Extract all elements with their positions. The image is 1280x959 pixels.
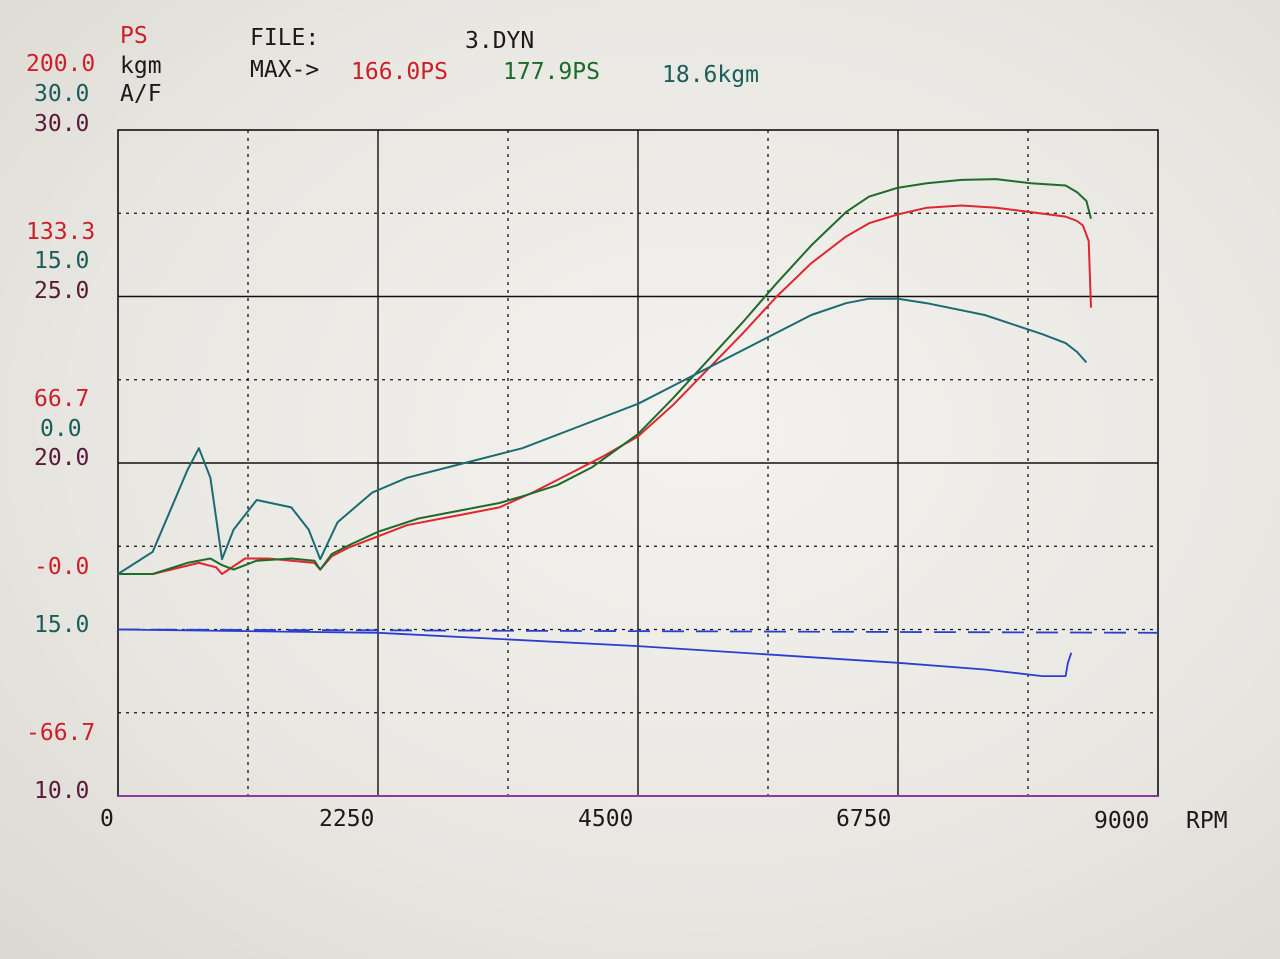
series-line-af bbox=[117, 628, 1073, 677]
file-name: 3.DYN bbox=[465, 28, 535, 54]
af-tick-30: 30.0 bbox=[34, 111, 90, 137]
x-tick-0: 0 bbox=[100, 806, 114, 832]
ps-tick-133: 133.3 bbox=[26, 219, 96, 245]
max-kgm-value: 18.6kgm bbox=[662, 62, 759, 88]
ps-tick-200: 200.0 bbox=[26, 51, 96, 77]
max-ps2-value: 177.9PS bbox=[503, 59, 600, 85]
ps-tick-0: -0.0 bbox=[34, 554, 90, 580]
series-line-ps-red bbox=[118, 204, 1092, 575]
max-ps-value: 166.0PS bbox=[351, 59, 448, 85]
af-tick-20: 20.0 bbox=[34, 445, 90, 471]
af-tick-10: 10.0 bbox=[34, 778, 90, 804]
kgm-tick-0: 0.0 bbox=[40, 416, 82, 442]
kgm-unit-label: kgm bbox=[120, 53, 162, 79]
file-label: FILE: bbox=[250, 25, 320, 51]
ps-unit-label: PS bbox=[120, 23, 148, 49]
x-tick-6750: 6750 bbox=[836, 806, 892, 832]
x-axis-label: RPM bbox=[1186, 808, 1228, 834]
series-line-ps-green bbox=[118, 178, 1092, 575]
x-tick-2250: 2250 bbox=[319, 806, 375, 832]
af-unit-label: A/F bbox=[120, 81, 162, 107]
x-tick-9000: 9000 bbox=[1094, 808, 1150, 834]
kgm-tick-15: 15.0 bbox=[34, 248, 90, 274]
kgm-tick-30: 30.0 bbox=[34, 81, 90, 107]
series-line-torque bbox=[117, 297, 1088, 575]
ps-tick-neg66: -66.7 bbox=[26, 720, 96, 746]
kgm-tick-neg15: 15.0 bbox=[34, 612, 90, 638]
x-tick-4500: 4500 bbox=[578, 806, 634, 832]
ps-tick-66: 66.7 bbox=[34, 386, 90, 412]
series-line-af-target bbox=[117, 628, 1159, 634]
af-tick-25: 25.0 bbox=[34, 278, 90, 304]
max-label: MAX-> bbox=[250, 57, 320, 83]
